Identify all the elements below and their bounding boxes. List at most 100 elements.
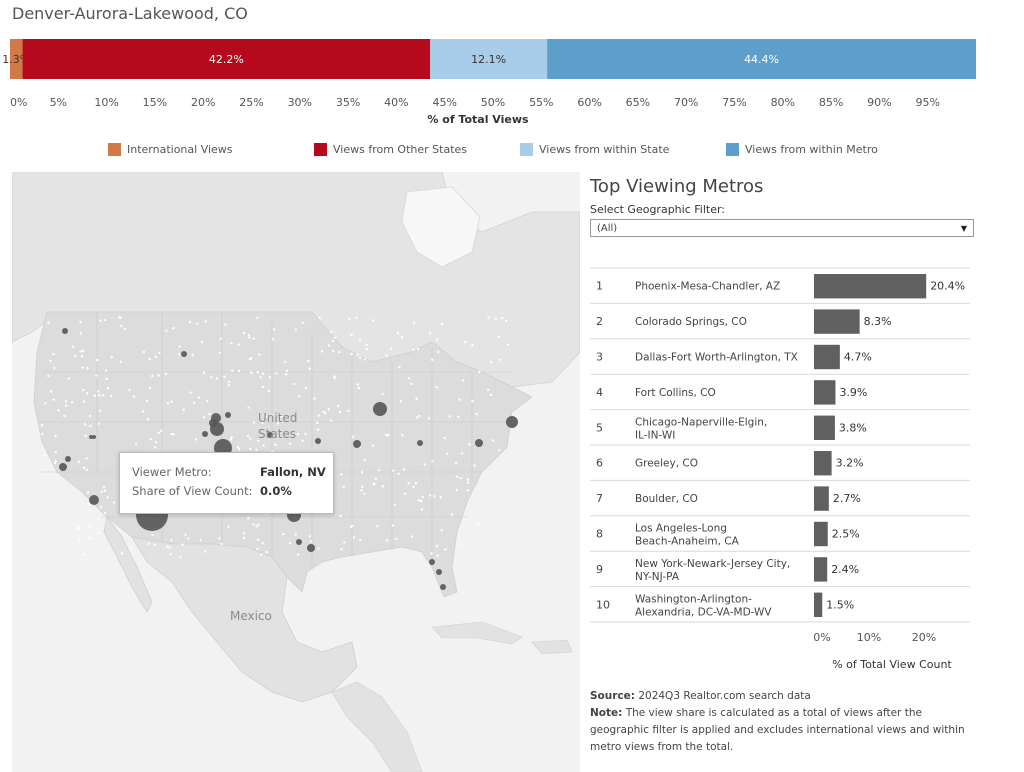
metro-bubble[interactable] <box>202 431 208 437</box>
stack-segment-3[interactable] <box>547 39 976 79</box>
metro-value-label: 20.4% <box>930 280 965 293</box>
small-metro-dot <box>249 447 252 451</box>
metro-row[interactable]: 9 New York-Newark-Jersey City,NY-NJ-PA 2.4… <box>590 557 970 588</box>
source-text: 2024Q3 Realtor.com search data <box>638 690 811 702</box>
metro-row[interactable]: 6 Greeley, CO 3.2% <box>590 451 970 481</box>
small-metro-dot <box>187 537 190 540</box>
small-metro-dot <box>497 335 501 339</box>
metro-name: Los Angeles-Long <box>635 523 727 535</box>
small-metro-dot <box>97 390 100 393</box>
geographic-filter-select[interactable]: (All) ▼ <box>590 219 974 237</box>
metro-bar[interactable] <box>814 344 840 370</box>
metro-row[interactable]: 3 Dallas-Fort Worth-Arlington, TX 4.7% <box>590 344 970 375</box>
small-metro-dot <box>202 371 206 374</box>
small-metro-dot <box>78 538 81 541</box>
metro-bubble[interactable] <box>89 435 93 439</box>
metro-rank: 4 <box>596 386 603 399</box>
metro-bubble[interactable] <box>307 544 315 552</box>
metro-bubble[interactable] <box>353 440 361 448</box>
metro-row[interactable]: 5 Chicago-Naperville-Elgin,IL-IN-WI 3.8% <box>590 415 970 446</box>
small-metro-dot <box>400 335 404 339</box>
small-metro-dot <box>444 548 447 551</box>
metro-row[interactable]: 1 Phoenix-Mesa-Chandler, AZ 20.4% <box>590 274 970 304</box>
small-metro-dot <box>386 433 390 437</box>
metro-bubble[interactable] <box>373 402 387 416</box>
small-metro-dot <box>439 496 442 499</box>
small-metro-dot <box>63 414 66 418</box>
small-metro-dot <box>172 326 175 330</box>
legend-other-states[interactable]: Views from Other States <box>314 143 467 156</box>
metro-bubble[interactable] <box>65 456 71 462</box>
small-metro-dot <box>430 552 433 555</box>
metro-bar[interactable] <box>814 451 832 476</box>
metro-bubble[interactable] <box>315 438 321 444</box>
metro-bubble[interactable] <box>296 539 302 545</box>
small-metro-dot <box>148 357 151 361</box>
small-metro-dot <box>265 550 268 554</box>
metro-bubble[interactable] <box>89 495 99 505</box>
metro-bar[interactable] <box>814 380 836 405</box>
metro-bubble[interactable] <box>440 584 446 590</box>
small-metro-dot <box>229 438 233 441</box>
metro-bubble[interactable] <box>436 569 442 575</box>
metro-bar[interactable] <box>814 309 860 334</box>
x-axis-title: % of Total View Count <box>832 658 952 671</box>
small-metro-dot <box>396 331 400 335</box>
legend-within-metro[interactable]: Views from within Metro <box>726 143 878 156</box>
metro-bubble[interactable] <box>267 432 273 438</box>
small-metro-dot <box>184 533 187 537</box>
metro-bar[interactable] <box>814 274 927 299</box>
metro-value-label: 2.5% <box>832 528 860 541</box>
small-metro-dot <box>132 395 136 398</box>
stack-segment-0[interactable] <box>10 39 23 79</box>
small-metro-dot <box>54 451 58 454</box>
small-metro-dot <box>371 444 375 447</box>
metro-bubble[interactable] <box>59 463 67 471</box>
x-tick-label: 40% <box>384 96 408 109</box>
metro-bubble[interactable] <box>209 419 217 427</box>
x-axis-title: % of Total Views <box>427 113 529 126</box>
stack-segment-2[interactable] <box>430 39 548 79</box>
small-metro-dot <box>498 358 502 361</box>
metro-bubble[interactable] <box>429 559 435 565</box>
metro-bubble[interactable] <box>92 435 96 439</box>
metro-bubble[interactable] <box>506 416 518 428</box>
metro-bar[interactable] <box>814 486 829 511</box>
metro-bar[interactable] <box>814 415 835 440</box>
small-metro-dot <box>274 443 277 447</box>
metro-bar[interactable] <box>814 557 828 582</box>
small-metro-dot <box>352 536 356 539</box>
small-metro-dot <box>283 360 287 364</box>
note-text: The view share is calculated as a total … <box>590 707 965 753</box>
stack-value-label-3: 44.4% <box>744 53 779 66</box>
metro-row[interactable]: 2 Colorado Springs, CO 8.3% <box>590 309 970 340</box>
metro-bar[interactable] <box>814 592 823 617</box>
legend-international[interactable]: International Views <box>108 143 233 156</box>
small-metro-dot <box>242 532 246 535</box>
legend-within-state[interactable]: Views from within State <box>520 143 669 156</box>
small-metro-dot <box>358 538 362 542</box>
small-metro-dot <box>419 500 423 503</box>
small-metro-dot <box>218 351 221 354</box>
small-metro-dot <box>82 466 86 470</box>
metro-bubble[interactable] <box>417 440 423 446</box>
metro-bubble[interactable] <box>225 412 231 418</box>
small-metro-dot <box>246 434 250 438</box>
x-tick-label: 65% <box>626 96 650 109</box>
small-metro-dot <box>348 317 351 321</box>
small-metro-dot <box>489 393 493 397</box>
metro-bubble[interactable] <box>62 328 68 334</box>
small-metro-dot <box>397 472 400 475</box>
metro-row[interactable]: 7 Boulder, CO 2.7% <box>590 486 970 517</box>
metro-row[interactable]: 4 Fort Collins, CO 3.9% <box>590 380 970 411</box>
metro-bubble[interactable] <box>181 351 187 357</box>
small-metro-dot <box>431 358 434 362</box>
small-metro-dot <box>177 353 181 356</box>
metro-row[interactable]: 10 Washington-Arlington-Alexandria, DC-VA… <box>590 592 970 623</box>
metro-rank: 2 <box>596 315 603 328</box>
metro-bar[interactable] <box>814 521 828 547</box>
stack-segment-1[interactable] <box>22 39 431 79</box>
top-metros-bar-chart[interactable]: 1 Phoenix-Mesa-Chandler, AZ 20.4% 2 Colorado… <box>590 266 1010 676</box>
metro-bubble[interactable] <box>475 439 483 447</box>
